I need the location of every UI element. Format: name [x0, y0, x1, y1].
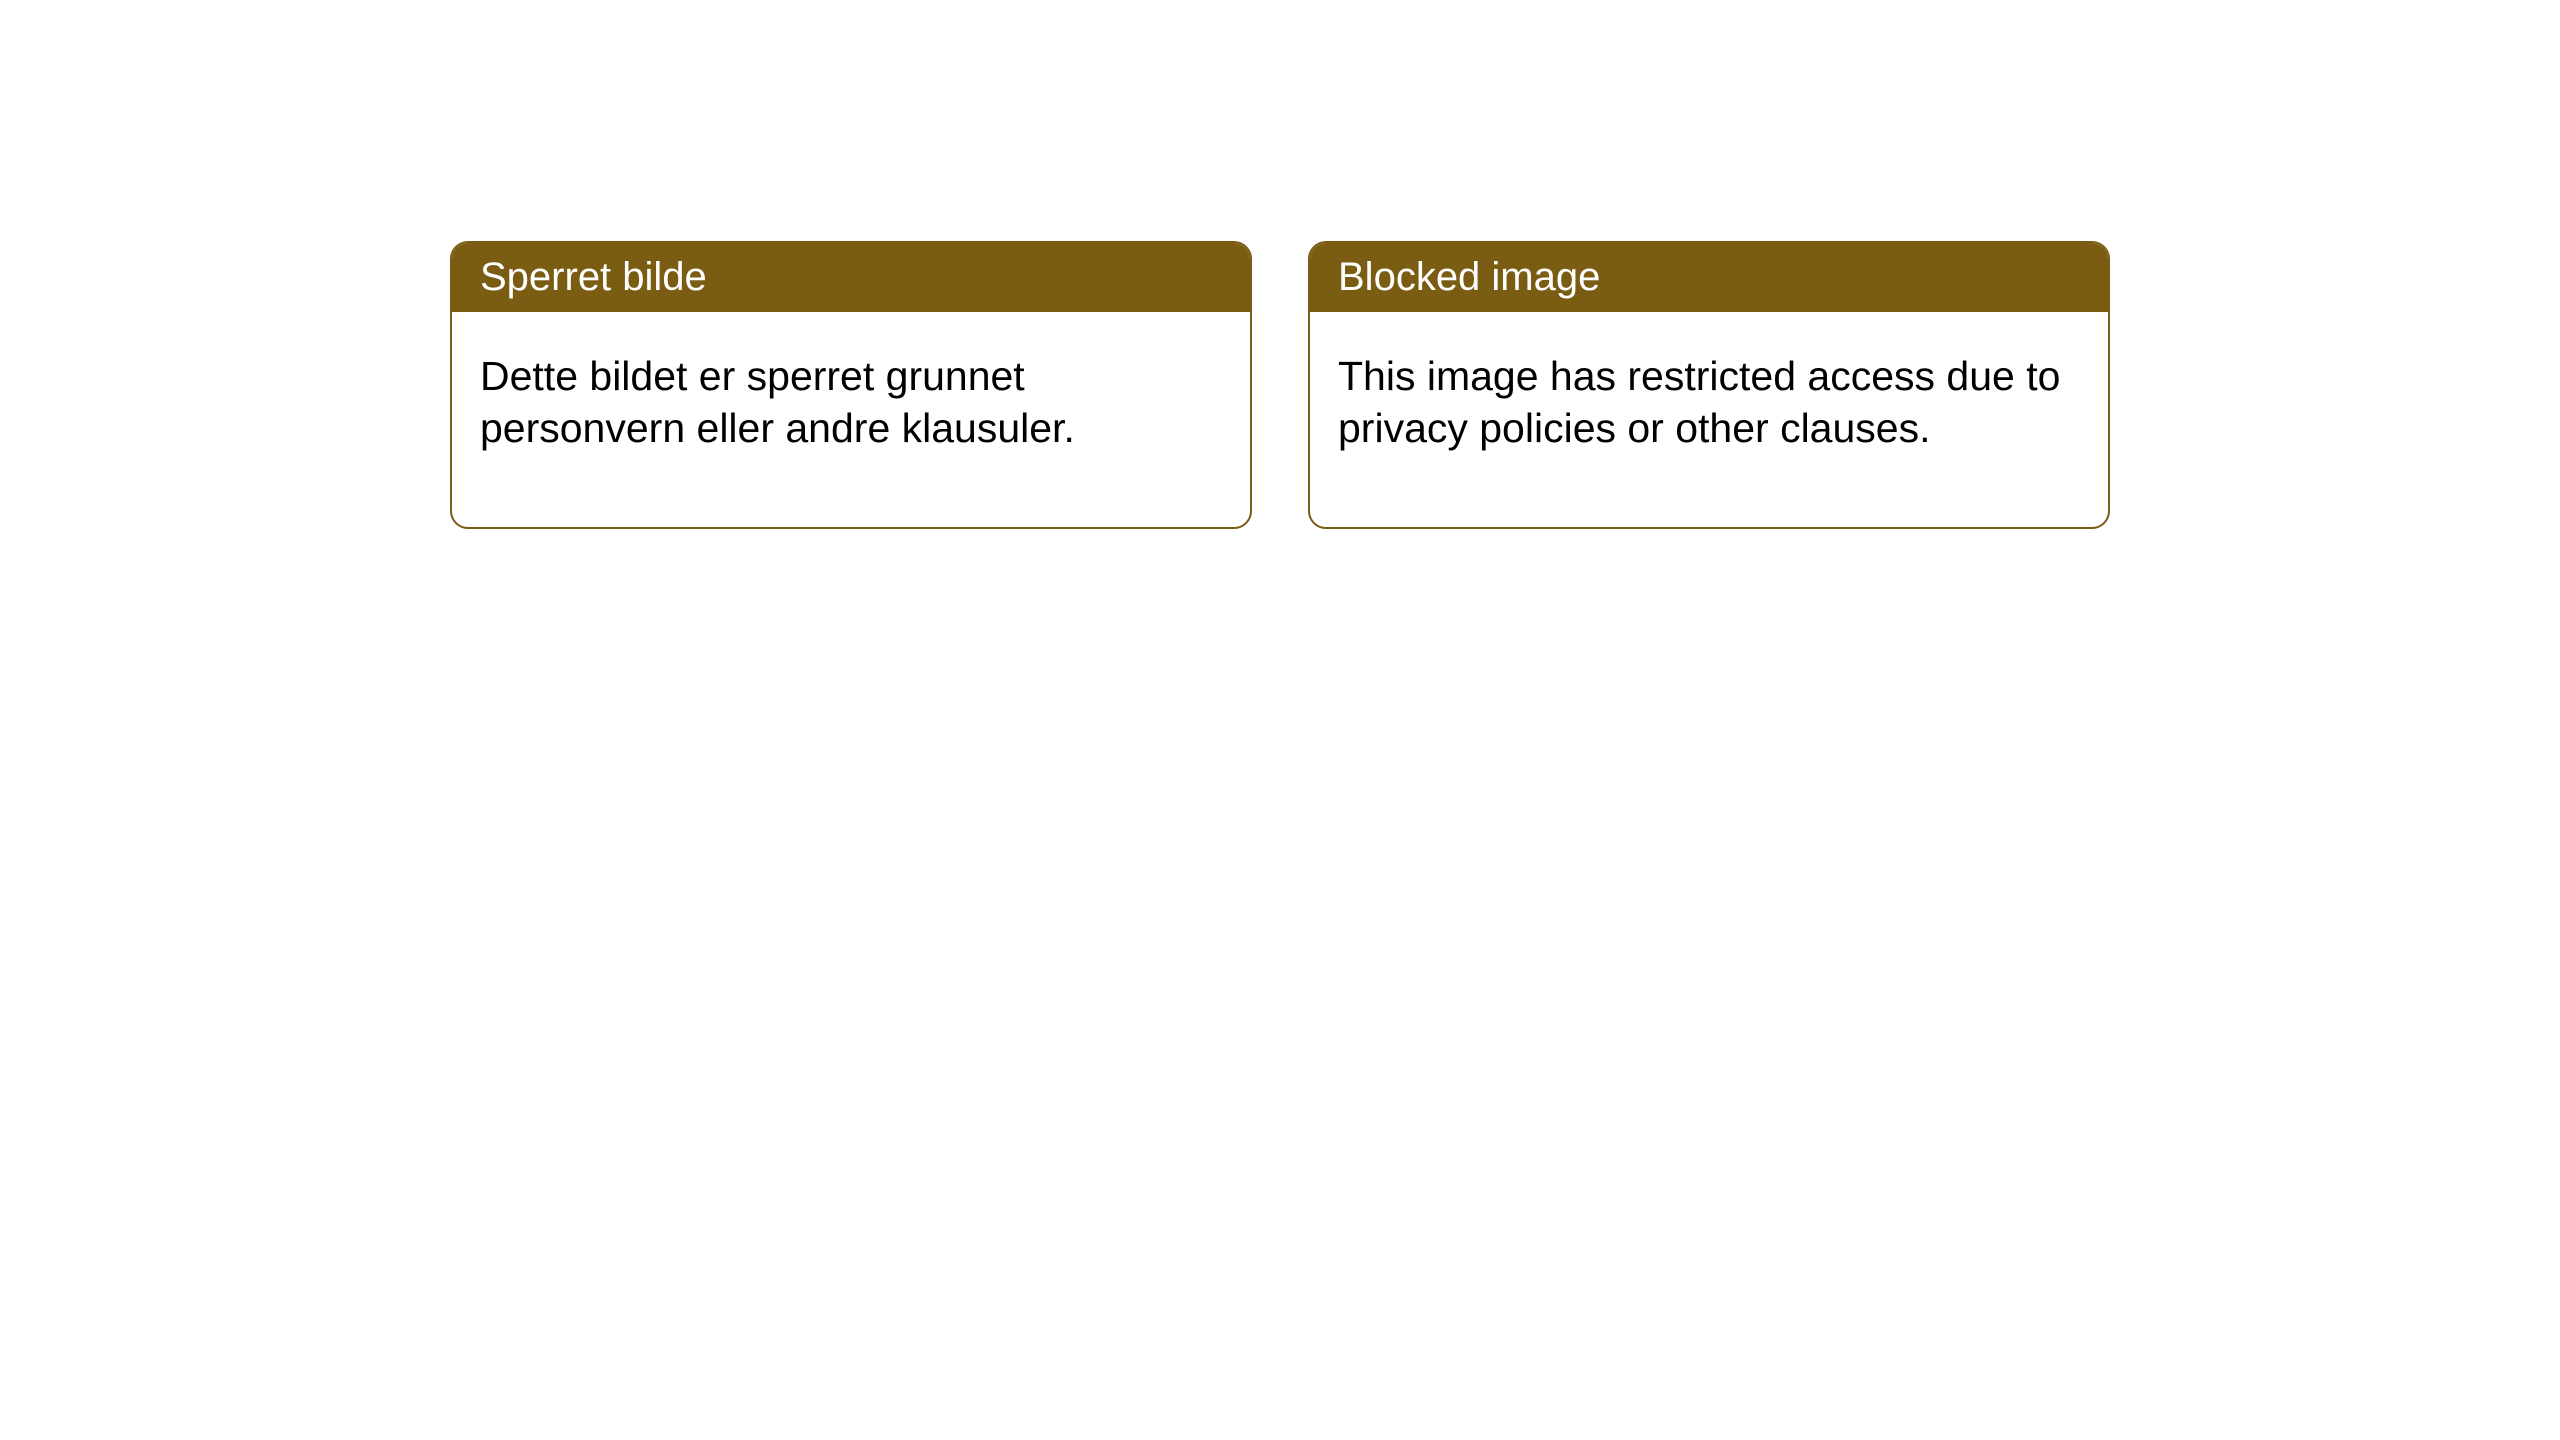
notice-card-title: Blocked image — [1310, 243, 2108, 312]
notice-card-body: Dette bildet er sperret grunnet personve… — [452, 312, 1250, 527]
notice-cards-container: Sperret bilde Dette bildet er sperret gr… — [0, 241, 2560, 529]
notice-card-english: Blocked image This image has restricted … — [1308, 241, 2110, 529]
notice-card-body: This image has restricted access due to … — [1310, 312, 2108, 527]
notice-card-title: Sperret bilde — [452, 243, 1250, 312]
notice-card-norwegian: Sperret bilde Dette bildet er sperret gr… — [450, 241, 1252, 529]
